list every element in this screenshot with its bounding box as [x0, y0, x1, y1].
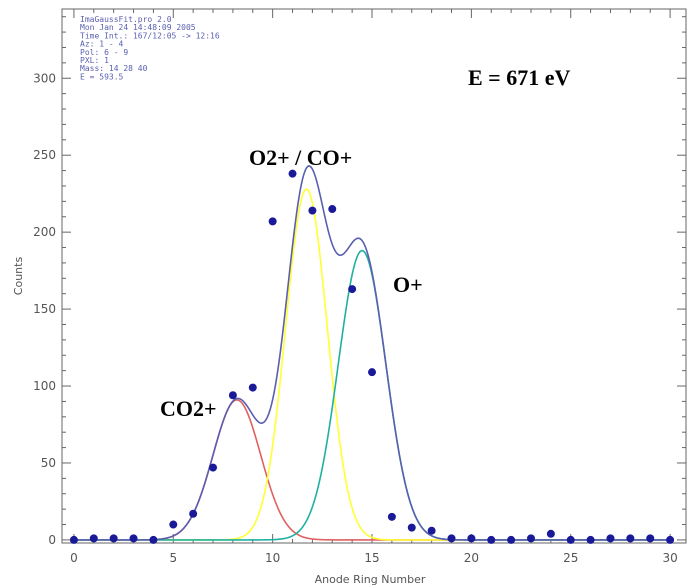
data-point [666, 535, 675, 544]
x-axis-label: Anode Ring Number [315, 573, 426, 586]
x-tick-label: 25 [563, 551, 578, 565]
data-point [526, 534, 535, 543]
data-point [467, 534, 476, 543]
x-tick-label: 5 [169, 551, 177, 565]
header-line: PXL: 1 [80, 56, 109, 65]
data-point [387, 512, 396, 521]
fit-gaussian-line-2 [73, 188, 671, 541]
data-point [626, 534, 635, 543]
y-tick-label: 250 [33, 148, 56, 162]
data-point [69, 535, 78, 544]
plot-frame [61, 8, 687, 544]
data-point [546, 529, 555, 538]
data-point [507, 535, 516, 544]
data-point [348, 285, 357, 294]
y-tick-label: 150 [33, 302, 56, 316]
header-line: E = 593.5 [80, 72, 124, 81]
data-point [129, 534, 138, 543]
data-point [427, 526, 436, 535]
data-point [447, 534, 456, 543]
data-point [566, 535, 575, 544]
data-point [268, 217, 277, 226]
data-point [586, 535, 595, 544]
data-point [368, 368, 377, 377]
data-point [109, 534, 118, 543]
peak-label-co2: CO2+ [160, 396, 217, 421]
header-line: ImaGaussFit.pro 2.0 [80, 15, 172, 24]
data-point [646, 534, 655, 543]
header-line: Mon Jan 24 14:48:09 2005 [80, 23, 196, 32]
fit-sum-line [73, 165, 671, 541]
data-point [89, 534, 98, 543]
x-tick-label: 0 [70, 551, 78, 565]
data-point [308, 206, 317, 215]
data-point [169, 520, 178, 529]
header-line: Mass: 14 28 40 [80, 64, 148, 73]
x-tick-label: 10 [265, 551, 280, 565]
data-points [69, 169, 675, 544]
y-tick-label: 100 [33, 379, 56, 393]
y-tick-label: 50 [41, 456, 56, 470]
y-tick-label: 200 [33, 225, 56, 239]
y-tick-label: 300 [33, 71, 56, 85]
data-point [407, 523, 416, 532]
data-point [606, 534, 615, 543]
x-tick-label: 20 [464, 551, 479, 565]
fit-curves [73, 165, 671, 541]
peak-label-o2-co: O2+ / CO+ [249, 145, 352, 170]
x-tick-label: 30 [662, 551, 677, 565]
energy-annotation: E = 671 eV [468, 65, 570, 90]
data-point [228, 391, 237, 400]
header-line: Az: 1 - 4 [80, 40, 124, 49]
header-line: Pol: 6 - 9 [80, 48, 128, 57]
peak-label-o: O+ [393, 272, 423, 297]
data-point [248, 383, 257, 392]
x-tick-label: 15 [364, 551, 379, 565]
data-point [209, 463, 218, 472]
y-axis-label: Counts [12, 257, 25, 296]
data-point [189, 509, 198, 518]
header-line: Time Int.: 167/12:05 -> 12:16 [80, 31, 220, 40]
data-point [149, 535, 158, 544]
y-tick-label: 0 [48, 533, 56, 547]
data-point [328, 205, 337, 214]
data-point [487, 535, 496, 544]
data-point [288, 169, 297, 178]
